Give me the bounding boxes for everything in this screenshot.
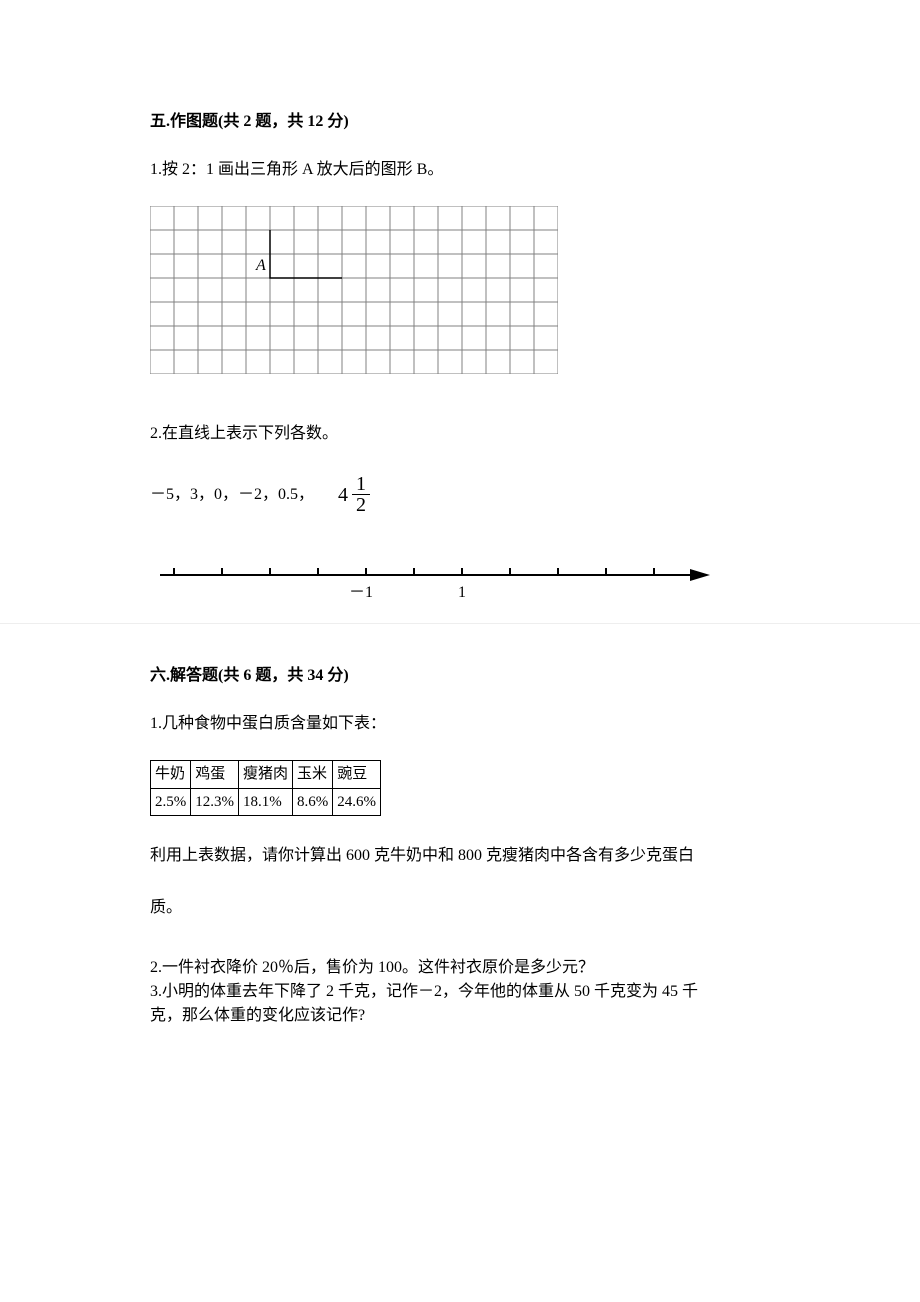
frac-numerator: 1: [352, 474, 370, 495]
number-line-svg: －1 1: [150, 555, 710, 605]
section6-heading: 六.解答题(共 6 题，共 34 分): [150, 664, 770, 688]
section5-heading: 五.作图题(共 2 题，共 12 分): [150, 110, 770, 134]
s6-q3b: 克，那么体重的变化应该记作?: [150, 1004, 770, 1028]
grid-svg: A: [150, 206, 558, 374]
mixed-fraction: 4 1 2: [338, 474, 370, 515]
table-value-cell: 18.1%: [239, 788, 293, 816]
s6-q1-line2: 质。: [150, 896, 770, 920]
s5-q1-text: 1.按 2：1 画出三角形 A 放大后的图形 B。: [150, 158, 770, 182]
table-value-cell: 12.3%: [191, 788, 239, 816]
number-list-text: －5，3，0，－2，0.5，: [150, 483, 314, 507]
exam-page: 五.作图题(共 2 题，共 12 分) 1.按 2：1 画出三角形 A 放大后的…: [0, 0, 920, 1088]
s6-q1-line1: 利用上表数据，请你计算出 600 克牛奶中和 800 克瘦猪肉中各含有多少克蛋白: [150, 844, 770, 868]
table-header-cell: 瘦猪肉: [239, 761, 293, 789]
s6-q3a: 3.小明的体重去年下降了 2 千克，记作－2，今年他的体重从 50 千克变为 4…: [150, 980, 770, 1004]
table-row: 2.5%12.3%18.1%8.6%24.6%: [151, 788, 381, 816]
table-value-cell: 24.6%: [333, 788, 381, 816]
triangle-grid: A: [150, 206, 770, 382]
table-value-cell: 2.5%: [151, 788, 191, 816]
protein-table: 牛奶鸡蛋瘦猪肉玉米豌豆 2.5%12.3%18.1%8.6%24.6%: [150, 760, 381, 816]
s6-q2: 2.一件衬衣降价 20％后，售价为 100。这件衬衣原价是多少元？: [150, 956, 770, 980]
table-row: 牛奶鸡蛋瘦猪肉玉米豌豆: [151, 761, 381, 789]
section-separator: [0, 623, 920, 624]
table-header-cell: 鸡蛋: [191, 761, 239, 789]
svg-text:1: 1: [458, 584, 466, 601]
frac-whole: 4: [338, 480, 348, 510]
s6-q1-intro: 1.几种食物中蛋白质含量如下表：: [150, 712, 770, 736]
number-list: －5，3，0，－2，0.5， 4 1 2: [150, 474, 770, 515]
table-header-cell: 玉米: [293, 761, 333, 789]
table-header-cell: 牛奶: [151, 761, 191, 789]
table-header-cell: 豌豆: [333, 761, 381, 789]
svg-text:－1: －1: [349, 584, 373, 601]
table-value-cell: 8.6%: [293, 788, 333, 816]
svg-text:A: A: [255, 257, 266, 274]
s5-q2-text: 2.在直线上表示下列各数。: [150, 422, 770, 446]
frac-denominator: 2: [352, 495, 370, 515]
number-line: －1 1: [150, 555, 770, 613]
